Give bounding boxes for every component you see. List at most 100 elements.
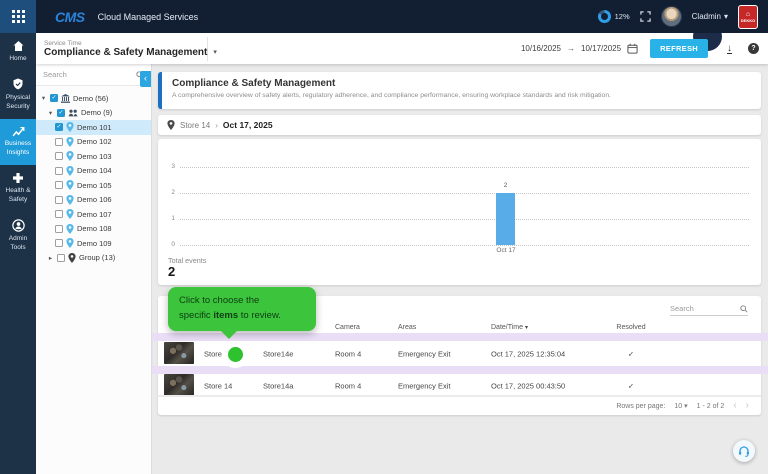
- tree-item-demo-105[interactable]: Demo 105: [36, 178, 151, 193]
- location-pin-icon: [68, 252, 76, 263]
- service-dropdown[interactable]: Service Time Compliance & Safety Managem…: [36, 36, 217, 61]
- tree-item-demo-101[interactable]: ✓ Demo 101: [36, 120, 151, 135]
- tree-item-demo-106[interactable]: Demo 106: [36, 193, 151, 208]
- event-thumbnail[interactable]: [164, 374, 194, 396]
- gridline: [180, 245, 749, 246]
- coachmark-target-dot[interactable]: [228, 347, 243, 362]
- sidebar-item-admin-tools[interactable]: Admin Tools: [0, 212, 36, 260]
- breadcrumb-site[interactable]: Store 14: [180, 120, 211, 130]
- location-pin-icon: [66, 165, 74, 176]
- search-icon: [740, 304, 748, 313]
- y-axis-tick: 1: [171, 215, 175, 222]
- previous-page-icon[interactable]: ‹: [733, 400, 737, 411]
- total-events-value: 2: [168, 264, 176, 279]
- user-avatar[interactable]: [660, 6, 682, 27]
- cell-camera-name: Store14e: [263, 349, 294, 358]
- breadcrumb-date: Oct 17, 2025: [222, 120, 273, 130]
- checkbox-checked[interactable]: ✓: [50, 94, 58, 103]
- tree-item-demo-103[interactable]: Demo 103: [36, 149, 151, 164]
- cell-site: Store 14: [204, 381, 233, 390]
- table-search-placeholder: Search: [670, 304, 694, 313]
- rows-per-page-label: Rows per page:: [616, 402, 666, 410]
- toolbar-right-cluster: 10/16/2025 → 10/17/2025 REFRESH ↓ ?: [521, 39, 768, 58]
- tree-search-input[interactable]: Search: [36, 64, 151, 86]
- table-row[interactable]: Store 14 Store14a Room 4 Emergency Exit …: [158, 373, 761, 398]
- tree-item-demo-108[interactable]: Demo 108: [36, 222, 151, 237]
- checkbox-unchecked[interactable]: [57, 253, 65, 262]
- checkbox-checked[interactable]: ✓: [55, 123, 63, 132]
- location-pin-icon: [167, 120, 175, 130]
- help-icon[interactable]: ?: [748, 43, 759, 54]
- row-divider: [158, 395, 761, 396]
- page-title: Compliance & Safety Management: [172, 78, 336, 89]
- tree-item-demo-9[interactable]: ▾ ✓ Demo (9): [48, 108, 113, 118]
- chevron-left-icon: ‹: [144, 73, 147, 83]
- checkbox-unchecked[interactable]: [55, 181, 63, 190]
- cell-datetime: Oct 17, 2025 12:35:04: [491, 349, 566, 358]
- pagination-range: 1 - 2 of 2: [696, 402, 725, 410]
- location-pin-icon: [66, 238, 74, 249]
- location-pin-icon: [66, 223, 74, 234]
- apps-grid-button[interactable]: [0, 0, 36, 33]
- table-pagination: Rows per page: 10 ▾ 1 - 2 of 2 ‹ ›: [158, 396, 761, 415]
- tree-expand-icon[interactable]: ▾: [41, 95, 46, 103]
- top-bar: CMS Cloud Managed Services 12% Cladmin ▾…: [0, 0, 768, 33]
- site-group-icon: [68, 109, 78, 117]
- checkbox-unchecked[interactable]: [55, 239, 63, 248]
- checkbox-unchecked[interactable]: [55, 166, 63, 175]
- user-menu[interactable]: Cladmin ▾: [692, 12, 728, 21]
- sidebar-item-home[interactable]: Home: [0, 33, 36, 71]
- tree-item-demo-109[interactable]: Demo 109: [36, 236, 151, 251]
- tree-item-demo-104[interactable]: Demo 104: [36, 164, 151, 179]
- column-header-datetime[interactable]: Date/Time ▾: [491, 324, 529, 331]
- cell-site: Store 14: [204, 349, 233, 358]
- shield-icon: [13, 78, 23, 90]
- location-pin-icon: [66, 194, 74, 205]
- y-axis-tick: 2: [171, 189, 175, 196]
- sidebar-nav: Home Physical Security Business Insights…: [0, 33, 36, 474]
- page-subtitle: A comprehensive overview of safety alert…: [172, 92, 612, 99]
- tree-expand-icon[interactable]: ▾: [48, 109, 53, 117]
- panel-collapse-button[interactable]: ‹: [140, 71, 151, 87]
- date-to[interactable]: 10/17/2025: [581, 44, 622, 53]
- tree-item-demo-107[interactable]: Demo 107: [36, 207, 151, 222]
- app-title: Cloud Managed Services: [97, 11, 199, 22]
- cell-camera: Room 4: [335, 381, 362, 390]
- date-from[interactable]: 10/16/2025: [520, 44, 562, 53]
- event-thumbnail[interactable]: [164, 342, 194, 364]
- checkbox-checked[interactable]: ✓: [57, 108, 65, 117]
- breadcrumb-separator: ›: [215, 120, 218, 130]
- rows-per-page-select[interactable]: 10 ▾: [674, 402, 688, 411]
- column-header-camera: Camera: [335, 324, 360, 331]
- headset-icon: [739, 446, 749, 457]
- support-fab[interactable]: [733, 440, 755, 462]
- sidebar-item-health-safety[interactable]: Health & Safety: [0, 165, 36, 212]
- cell-areas: Emergency Exit: [398, 349, 451, 358]
- cell-datetime: Oct 17, 2025 00:43:50: [491, 381, 566, 390]
- fullscreen-icon[interactable]: [639, 11, 651, 22]
- checkbox-unchecked[interactable]: [55, 224, 63, 233]
- refresh-button[interactable]: REFRESH: [650, 39, 708, 58]
- checkbox-unchecked[interactable]: [55, 210, 63, 219]
- y-axis-tick: 3: [171, 163, 175, 170]
- table-search-input[interactable]: Search: [670, 304, 748, 316]
- health-cross-icon: [13, 173, 23, 184]
- column-header-resolved: Resolved: [616, 324, 646, 331]
- tree-item-demo-56[interactable]: ▾ ✓ Demo (56): [41, 93, 109, 103]
- secondary-toolbar: Service Time Compliance & Safety Managem…: [36, 22, 768, 64]
- calendar-icon[interactable]: [627, 43, 638, 54]
- checkbox-unchecked[interactable]: [55, 195, 63, 204]
- row-highlight-overlay: [146, 333, 768, 341]
- table-row[interactable]: Store 14 Store14e Room 4 Emergency Exit …: [158, 341, 761, 366]
- checkbox-unchecked[interactable]: [55, 152, 63, 161]
- download-icon[interactable]: ↓: [727, 42, 732, 54]
- tree-item-demo-102[interactable]: Demo 102: [36, 135, 151, 150]
- next-page-icon[interactable]: ›: [745, 400, 749, 411]
- checkbox-unchecked[interactable]: [55, 137, 63, 146]
- page-header-card: Compliance & Safety Management A compreh…: [158, 72, 761, 109]
- tree-item-group-13[interactable]: ▸ Group (13): [48, 252, 116, 263]
- tree-expand-icon[interactable]: ▸: [48, 254, 53, 262]
- sidebar-item-physical-security[interactable]: Physical Security: [0, 71, 36, 119]
- tooltip-line2: specific items to review.: [179, 309, 281, 321]
- sidebar-item-business-insights[interactable]: Business Insights: [0, 119, 36, 166]
